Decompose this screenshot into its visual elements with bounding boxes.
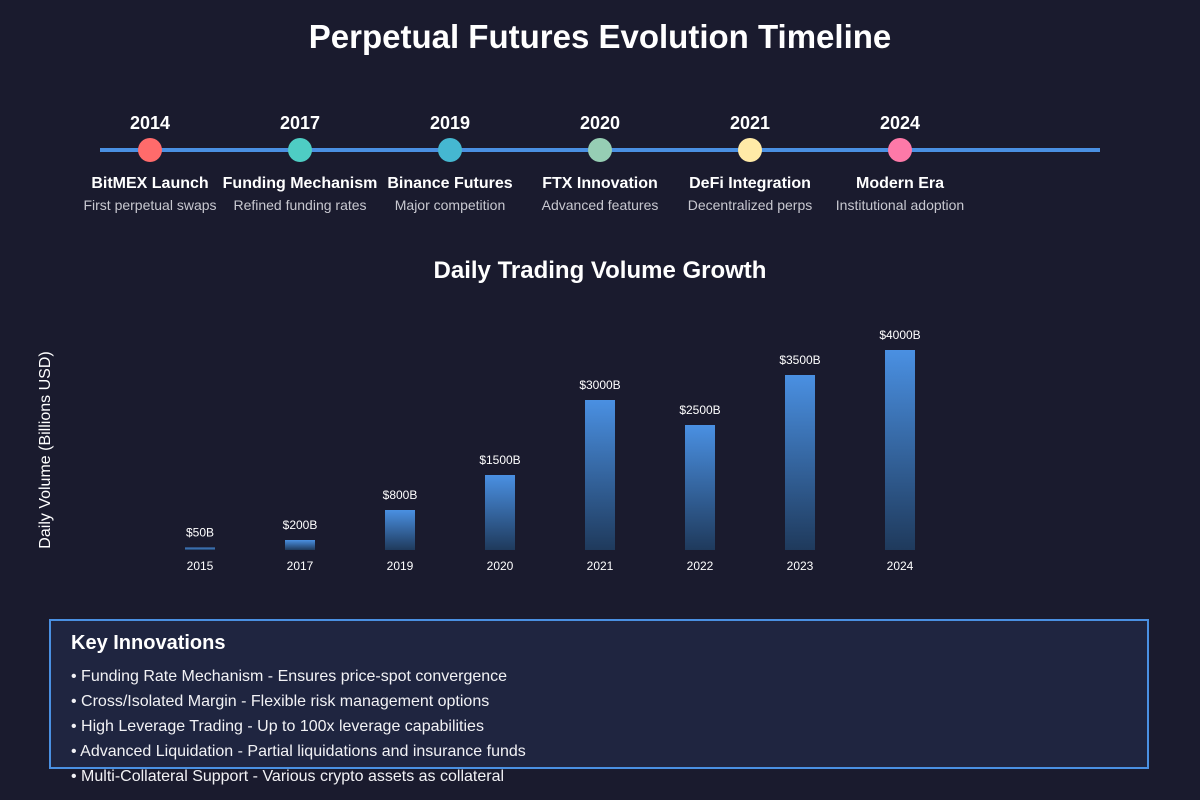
milestone-name: FTX Innovation (542, 175, 658, 192)
bar-value-label: $3500B (779, 353, 820, 367)
milestone-dot (138, 138, 162, 162)
page-title: Perpetual Futures Evolution Timeline (308, 18, 892, 55)
milestone-dot (888, 138, 912, 162)
bar-value-label: $1500B (479, 453, 520, 467)
bar-value-label: $50B (186, 526, 214, 540)
milestone-year: 2014 (129, 113, 171, 133)
milestone-year: 2019 (429, 113, 471, 133)
bar-value-label: $200B (283, 518, 318, 532)
milestone-year: 2024 (879, 113, 921, 133)
milestone-description: Decentralized perps (687, 197, 813, 213)
x-tick-label: 2020 (487, 559, 514, 573)
milestone-description: Major competition (394, 197, 506, 213)
bar-value-label: $3000B (579, 378, 620, 392)
innovation-item: • Advanced Liquidation - Partial liquida… (71, 743, 526, 760)
milestone-dot (588, 138, 612, 162)
volume-bar-2022 (685, 425, 715, 550)
milestone-name: DeFi Integration (689, 175, 811, 192)
x-tick-label: 2023 (787, 559, 814, 573)
x-tick-label: 2019 (387, 559, 414, 573)
x-tick-label: 2015 (187, 559, 214, 573)
x-tick-label: 2022 (687, 559, 714, 573)
x-tick-label: 2017 (287, 559, 314, 573)
chart-title: Daily Trading Volume Growth (433, 257, 767, 284)
milestone-dot (438, 138, 462, 162)
milestone-name: Modern Era (855, 175, 944, 192)
milestone-description: Refined funding rates (233, 197, 367, 213)
volume-chart: $50B 2015 $200B 2017 $800B 2019 $1500B 2020 $300… (37, 328, 921, 573)
milestone-year: 2020 (579, 113, 621, 133)
key-innovations-heading: Key Innovations (71, 632, 226, 654)
key-innovations-list: • Funding Rate Mechanism - Ensures price… (71, 664, 526, 789)
x-tick-label: 2021 (587, 559, 614, 573)
milestone-description: Advanced features (541, 197, 659, 213)
y-axis-label: Daily Volume (Billions USD) (37, 351, 54, 548)
volume-bar-2017 (285, 540, 315, 550)
milestone-name: BitMEX Launch (91, 175, 209, 192)
innovation-item: • Cross/Isolated Margin - Flexible risk … (71, 693, 490, 710)
milestone-description: Institutional adoption (835, 197, 965, 213)
milestone-year: 2021 (729, 113, 771, 133)
innovation-item: • High Leverage Trading - Up to 100x lev… (71, 718, 484, 735)
innovation-item: • Funding Rate Mechanism - Ensures price… (71, 668, 508, 685)
volume-bar-2023 (785, 375, 815, 550)
milestone-dot (738, 138, 762, 162)
key-innovations-panel: Key Innovations • Funding Rate Mechanism… (49, 619, 1149, 785)
bar-value-label: $800B (383, 488, 418, 502)
volume-bar-2024 (885, 350, 915, 550)
volume-bar-2020 (485, 475, 515, 550)
milestone-name: Funding Mechanism (222, 175, 378, 192)
bar-value-label: $4000B (879, 328, 920, 342)
milestone-dot (288, 138, 312, 162)
volume-bar-2015 (185, 547, 215, 550)
milestone-name: Binance Futures (387, 175, 513, 192)
milestone-year: 2017 (279, 113, 321, 133)
bar-value-label: $2500B (679, 403, 720, 417)
innovation-item: • Multi-Collateral Support - Various cry… (71, 768, 505, 785)
volume-bar-2019 (385, 510, 415, 550)
volume-bar-2021 (585, 400, 615, 550)
x-tick-label: 2024 (887, 559, 914, 573)
milestone-description: First perpetual swaps (83, 197, 217, 213)
